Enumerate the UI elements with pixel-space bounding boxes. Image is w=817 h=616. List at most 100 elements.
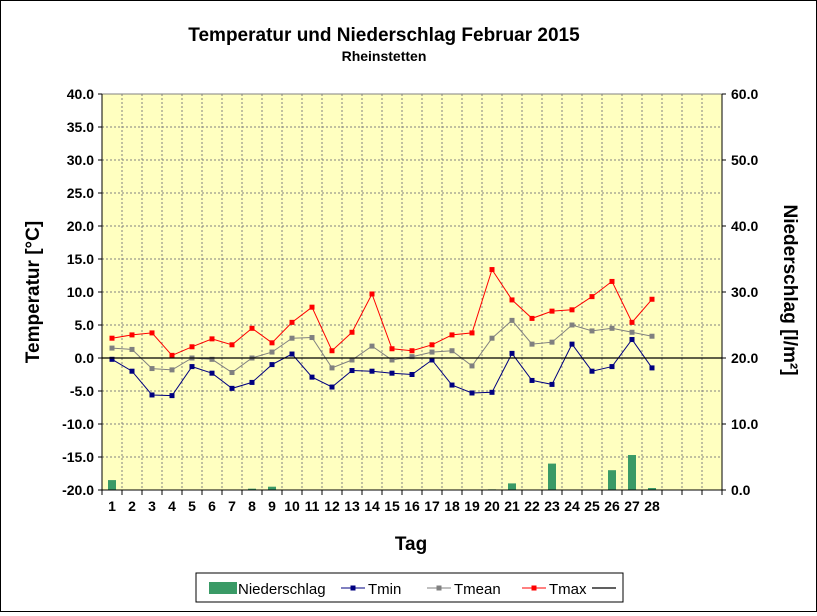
series-point-tmin (529, 377, 535, 383)
x-tick-label: 14 (364, 498, 380, 514)
y-tick-label-left: -20.0 (62, 482, 94, 498)
x-tick-label: 28 (644, 498, 660, 514)
legend-swatch-niederschlag (209, 582, 237, 594)
series-point-tmin (649, 365, 655, 371)
x-tick-label: 20 (484, 498, 500, 514)
x-tick-label: 9 (268, 498, 276, 514)
series-point-tmean (649, 333, 655, 339)
series-point-tmin (209, 370, 215, 376)
x-tick-label: 19 (464, 498, 480, 514)
series-point-tmax (209, 336, 215, 342)
y-tick-label-left: -15.0 (62, 449, 94, 465)
series-point-tmax (429, 342, 435, 348)
series-point-tmean (209, 356, 215, 362)
series-point-tmin (589, 368, 595, 374)
x-tick-label: 2 (128, 498, 136, 514)
series-point-tmin (629, 337, 635, 343)
series-point-tmean (289, 335, 295, 341)
series-point-tmax (309, 304, 315, 310)
series-line-tmax (111, 268, 653, 357)
series-point-tmean (369, 343, 375, 349)
precipitation-bar (548, 463, 556, 490)
series-point-tmax (349, 329, 355, 335)
y-tick-label-right: 0.0 (731, 482, 751, 498)
series-point-tmean (469, 363, 475, 369)
x-tick-label: 12 (324, 498, 340, 514)
legend-label: Niederschlag (238, 581, 326, 598)
series-point-tmean (629, 329, 635, 335)
series-point-tmean (109, 345, 115, 351)
y-tick-label-left: 5.0 (75, 317, 95, 333)
series-point-tmean (149, 366, 155, 372)
y-tick-label-right: 30.0 (731, 284, 758, 300)
series-point-tmin (609, 364, 615, 370)
chart-title: Temperatur und Niederschlag Februar 2015 (188, 25, 580, 46)
series-point-tmin (249, 379, 255, 385)
legend-marker-tmax (531, 585, 537, 591)
y-tick-label-left: 20.0 (67, 218, 94, 234)
x-tick-label: 21 (504, 498, 520, 514)
series-point-tmin (229, 385, 235, 391)
series-point-tmax (469, 330, 475, 336)
precipitation-bar (108, 480, 116, 490)
series-point-tmin (369, 368, 375, 374)
x-tick-label: 10 (284, 498, 300, 514)
precipitation-bar (628, 455, 636, 490)
x-tick-label: 7 (228, 498, 236, 514)
series-point-tmax (289, 319, 295, 325)
series-point-tmean (529, 341, 535, 347)
series-point-tmax (109, 335, 115, 341)
x-tick-label: 24 (564, 498, 580, 514)
x-tick-label: 26 (604, 498, 620, 514)
series-point-tmean (329, 365, 335, 371)
series-point-tmin (409, 372, 415, 377)
y-tick-label-left: 25.0 (67, 185, 94, 201)
series-point-tmean (129, 346, 135, 352)
axes: 40.035.030.025.020.015.010.05.00.0-5.0-1… (62, 86, 758, 514)
series-line-tmean (111, 319, 653, 374)
x-tick-label: 22 (524, 498, 540, 514)
temperature-lines (102, 267, 722, 399)
series-line-tmin (111, 338, 653, 397)
precipitation-bar (248, 488, 256, 490)
y-tick-label-right: 40.0 (731, 218, 758, 234)
series-point-tmin (189, 364, 195, 370)
x-tick-label: 25 (584, 498, 600, 514)
legend-label: Tmin (368, 581, 401, 598)
series-point-tmin (449, 382, 455, 388)
x-tick-label: 3 (148, 498, 156, 514)
x-tick-label: 5 (188, 498, 196, 514)
series-point-tmax (269, 340, 275, 346)
series-point-tmean (569, 322, 575, 328)
series-point-tmean (409, 354, 415, 360)
series-point-tmean (609, 325, 615, 331)
x-tick-label: 17 (424, 498, 440, 514)
series-point-tmax (329, 348, 335, 354)
precipitation-bar (508, 483, 516, 490)
series-point-tmin (569, 341, 575, 347)
precipitation-bar (648, 488, 656, 490)
series-point-tmax (369, 291, 375, 297)
series-point-tmean (229, 370, 235, 376)
precipitation-bar (268, 486, 276, 490)
series-point-tmax (409, 348, 415, 354)
series-point-tmax (569, 307, 575, 313)
series-point-tmin (109, 356, 115, 362)
series-point-tmean (389, 357, 395, 363)
y-tick-label-left: 0.0 (75, 350, 95, 366)
legend-marker-tmean (436, 585, 442, 591)
series-point-tmax (449, 332, 455, 338)
x-tick-label: 11 (305, 498, 320, 514)
x-tick-label: 8 (248, 498, 256, 514)
series-point-tmin (329, 384, 335, 390)
series-point-tmax (529, 315, 535, 321)
series-point-tmin (169, 393, 175, 399)
y-tick-label-left: -10.0 (62, 416, 94, 432)
series-point-tmin (389, 370, 395, 376)
y-tick-label-left: 35.0 (67, 119, 94, 135)
series-point-tmean (489, 335, 495, 341)
series-point-tmean (589, 328, 595, 334)
x-tick-label: 15 (384, 498, 400, 514)
